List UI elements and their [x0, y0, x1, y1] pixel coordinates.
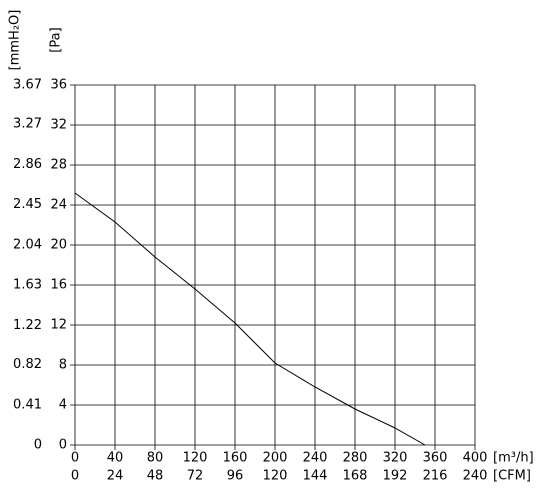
y2-tick-label: 1.22: [13, 318, 42, 333]
x-tick-label: 320: [383, 451, 408, 466]
y2-tick-label: 0.82: [13, 357, 42, 372]
x2-tick-label: 168: [343, 469, 368, 484]
y-tick-label: 28: [50, 158, 67, 173]
x2-tick-label: 0: [71, 469, 79, 484]
x2-tick-label: 48: [147, 469, 164, 484]
x-tick-label: 160: [223, 451, 248, 466]
x2-tick-label: 24: [107, 469, 124, 484]
y2-tick-label: 1.63: [13, 278, 42, 293]
y-tick-label: 8: [59, 358, 67, 373]
y2-tick-label: 2.86: [13, 157, 42, 172]
series-line: [74, 192, 426, 446]
y-tick-label: 32: [50, 118, 67, 133]
y2-axis-label: [mmH₂O]: [8, 10, 23, 71]
y-tick-label: 24: [50, 198, 67, 213]
y-tick-label: 36: [50, 78, 67, 93]
x-tick-label: 120: [183, 451, 208, 466]
y2-tick-label: 3.67: [13, 78, 42, 93]
y-tick-label: 16: [50, 278, 67, 293]
x2-axis-label: [CFM]: [493, 469, 531, 484]
x-tick-label: 400: [463, 451, 488, 466]
x-axis-label: [m³/h]: [493, 451, 534, 466]
y2-tick-label: 0.41: [13, 397, 42, 412]
x-tick-label: 0: [71, 451, 79, 466]
x-tick-label: 40: [107, 451, 124, 466]
x2-tick-label: 240: [463, 469, 488, 484]
y2-tick-label: 2.45: [13, 197, 42, 212]
y-tick-label: 4: [59, 398, 67, 413]
x2-tick-label: 144: [303, 469, 328, 484]
y2-tick-label: 2.04: [13, 237, 42, 252]
x-tick-label: 80: [147, 451, 164, 466]
x2-tick-label: 72: [187, 469, 204, 484]
y-tick-label: 0: [59, 438, 67, 453]
x2-tick-label: 120: [263, 469, 288, 484]
y2-tick-label: 3.27: [13, 117, 42, 132]
x-tick-label: 240: [303, 451, 328, 466]
y-tick-label: 20: [50, 238, 67, 253]
y-axis-label: [Pa]: [49, 27, 64, 52]
x-tick-label: 200: [263, 451, 288, 466]
x2-tick-label: 192: [383, 469, 408, 484]
x-tick-label: 360: [423, 451, 448, 466]
x2-tick-label: 96: [227, 469, 244, 484]
y-tick-label: 12: [50, 318, 67, 333]
x-tick-label: 280: [343, 451, 368, 466]
y2-tick-label: 0: [34, 438, 42, 453]
x2-tick-label: 216: [423, 469, 448, 484]
